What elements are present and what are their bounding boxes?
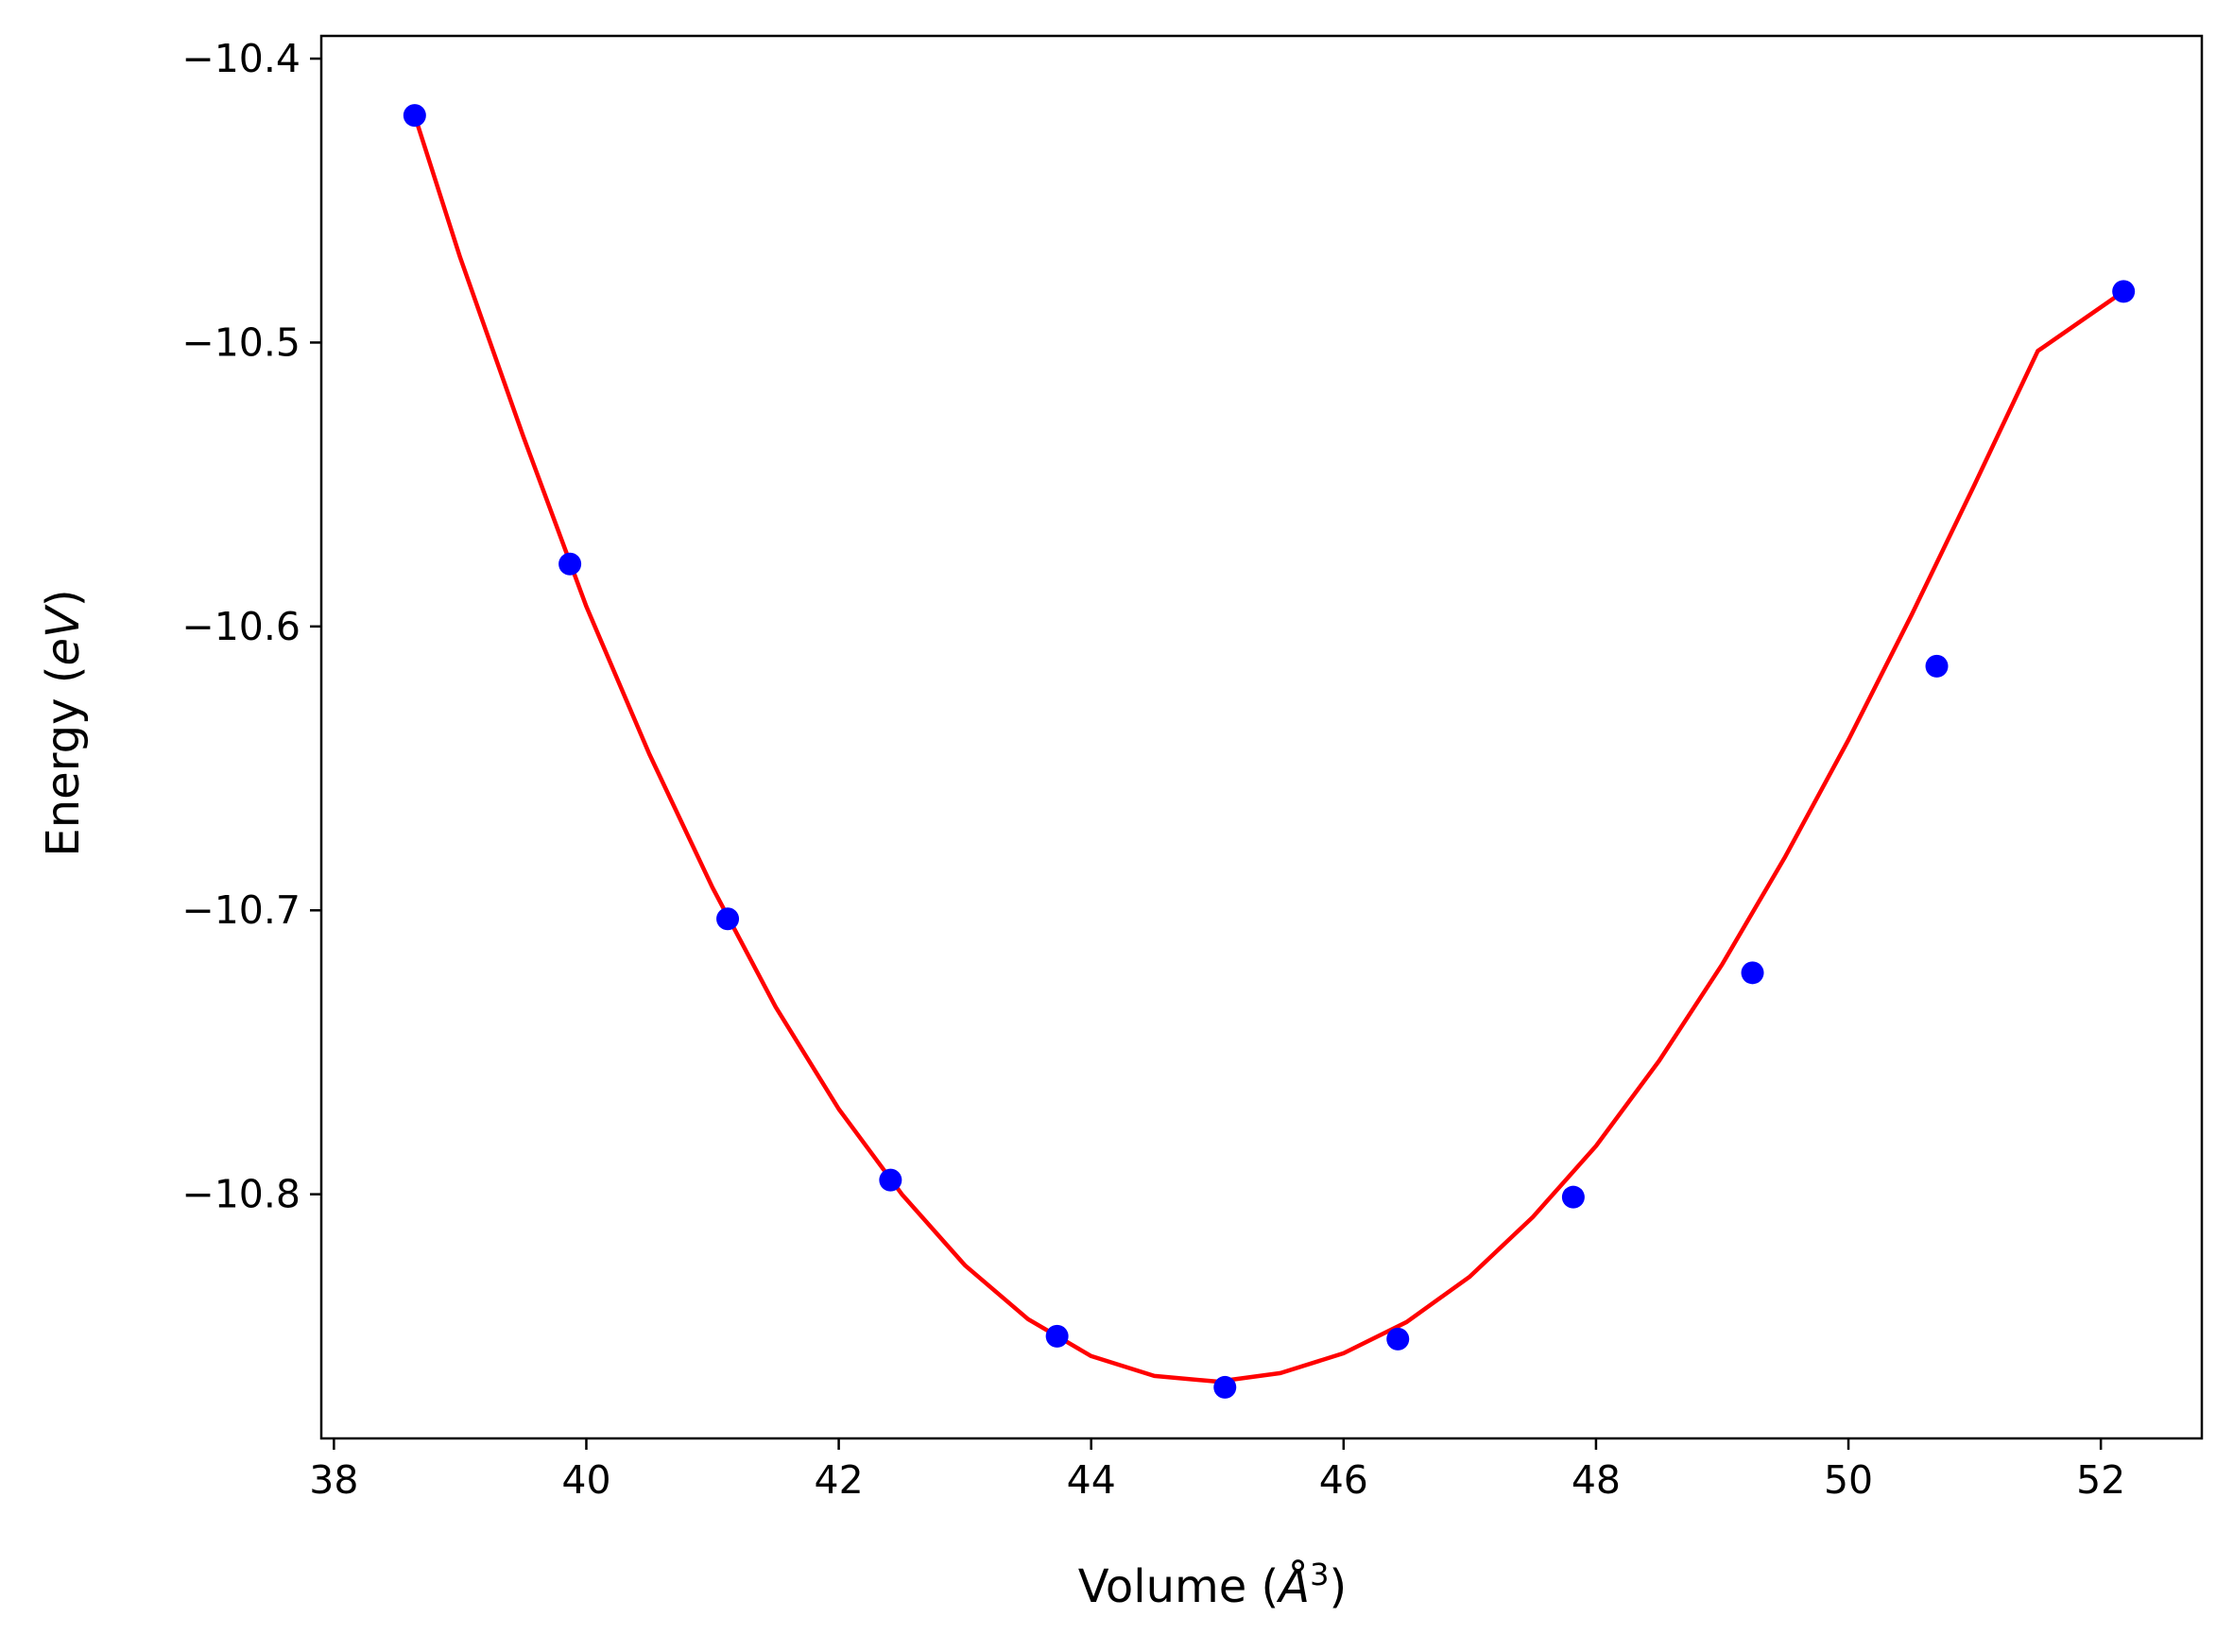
y-axis-ticks: −10.8 −10.7 −10.6 −10.5 −10.4 — [181, 36, 321, 1217]
y-tick-label: −10.8 — [181, 1172, 301, 1217]
x-axis-label-exponent: 3 — [1310, 1557, 1329, 1592]
x-axis-label-prefix: Volume ( — [1078, 1560, 1280, 1613]
data-point — [1561, 1185, 1585, 1209]
x-axis-ticks: 38 40 42 44 46 48 50 52 — [309, 1438, 2125, 1503]
y-axis-label-prefix: Energy ( — [37, 666, 90, 857]
plot-marks — [403, 104, 2136, 1399]
data-point — [558, 552, 582, 576]
plot-frame — [319, 34, 2204, 1440]
data-point — [1386, 1327, 1410, 1351]
data-point — [1045, 1324, 1069, 1348]
x-tick-label: 46 — [1319, 1457, 1368, 1503]
x-tick-label: 44 — [1067, 1457, 1116, 1503]
data-point — [1741, 961, 1764, 985]
y-tick-label: −10.7 — [181, 887, 301, 933]
data-point — [403, 104, 426, 128]
data-point — [879, 1168, 902, 1192]
y-axis-label: Energy (eV) — [37, 589, 90, 856]
x-axis-label: Volume (Å3) — [1078, 1557, 1347, 1613]
data-point — [2112, 280, 2136, 303]
x-tick-label: 50 — [1824, 1457, 1873, 1503]
x-axis-label-suffix: ) — [1329, 1560, 1347, 1613]
x-tick-label: 40 — [561, 1457, 610, 1503]
x-tick-label: 48 — [1572, 1457, 1621, 1503]
y-tick-label: −10.4 — [181, 36, 301, 81]
x-tick-label: 42 — [814, 1457, 863, 1503]
x-tick-label: 52 — [2076, 1457, 2125, 1503]
data-point — [1213, 1375, 1237, 1399]
x-tick-label: 38 — [309, 1457, 358, 1503]
fit-curve — [412, 114, 2125, 1385]
y-tick-label: −10.6 — [181, 604, 301, 649]
x-axis-label-unit: Å — [1276, 1559, 1310, 1613]
y-axis-label-unit: eV — [37, 604, 90, 666]
y-tick-label: −10.5 — [181, 319, 301, 365]
data-point — [1925, 654, 1949, 678]
y-axis-label-suffix: ) — [37, 589, 90, 607]
data-point — [716, 907, 740, 931]
